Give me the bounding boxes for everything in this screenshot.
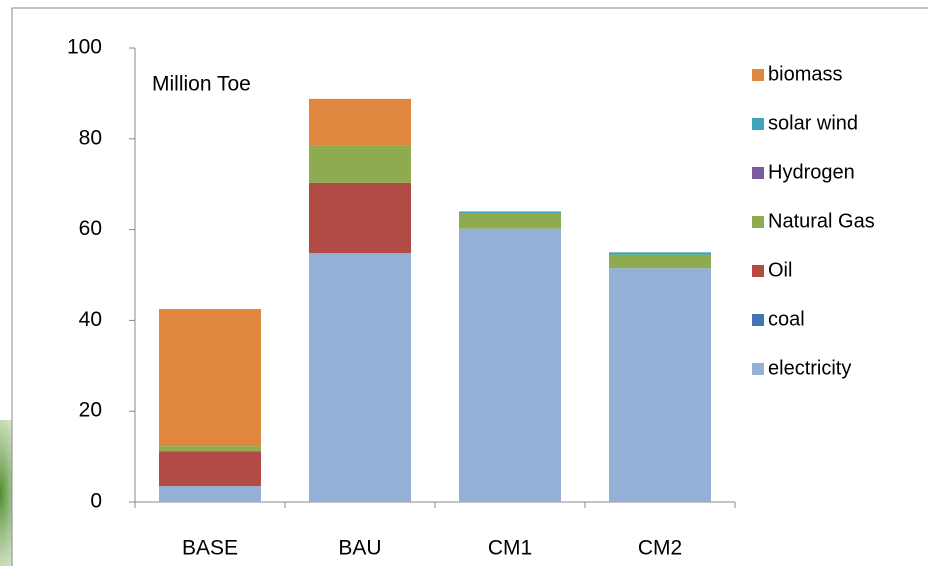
legend-label: electricity — [768, 357, 851, 379]
x-tick-label: BAU — [338, 537, 381, 560]
bar-segment — [459, 211, 561, 214]
legend-swatch — [752, 314, 764, 326]
unit-annotation: Million Toe — [152, 73, 251, 96]
legend-label: biomass — [768, 63, 842, 85]
y-tick-label: 40 — [79, 308, 102, 331]
legend-label: Oil — [768, 259, 792, 281]
x-tick-label: CM2 — [638, 537, 682, 560]
bar-segment — [459, 228, 561, 502]
legend-label: coal — [768, 308, 805, 330]
legend-swatch — [752, 265, 764, 277]
legend-label: Hydrogen — [768, 161, 855, 183]
x-tick-label: CM1 — [488, 537, 532, 560]
legend-swatch — [752, 118, 764, 130]
bar-segment — [459, 213, 561, 229]
legend-swatch — [752, 69, 764, 81]
legend-label: solar wind — [768, 112, 858, 134]
bar-segment — [159, 451, 261, 487]
y-tick-label: 60 — [79, 217, 102, 240]
legend-label: Natural Gas — [768, 210, 875, 232]
x-tick-label: BASE — [182, 537, 238, 560]
legend-swatch — [752, 363, 764, 375]
bar-segment — [609, 268, 711, 502]
y-tick-label: 20 — [79, 399, 102, 422]
legend-swatch — [752, 216, 764, 228]
y-tick-label: 0 — [90, 490, 102, 513]
y-tick-label: 80 — [79, 126, 102, 149]
bar-segment — [159, 446, 261, 452]
y-tick-label: 100 — [67, 36, 102, 59]
bar-segment — [309, 98, 411, 146]
bar-segment — [609, 254, 711, 269]
legend-swatch — [752, 167, 764, 179]
bar-segment — [159, 486, 261, 502]
bar-segment — [309, 145, 411, 183]
bar-segment — [309, 253, 411, 502]
bar-segment — [159, 309, 261, 447]
bar-segment — [609, 252, 711, 255]
bar-segment — [309, 182, 411, 254]
